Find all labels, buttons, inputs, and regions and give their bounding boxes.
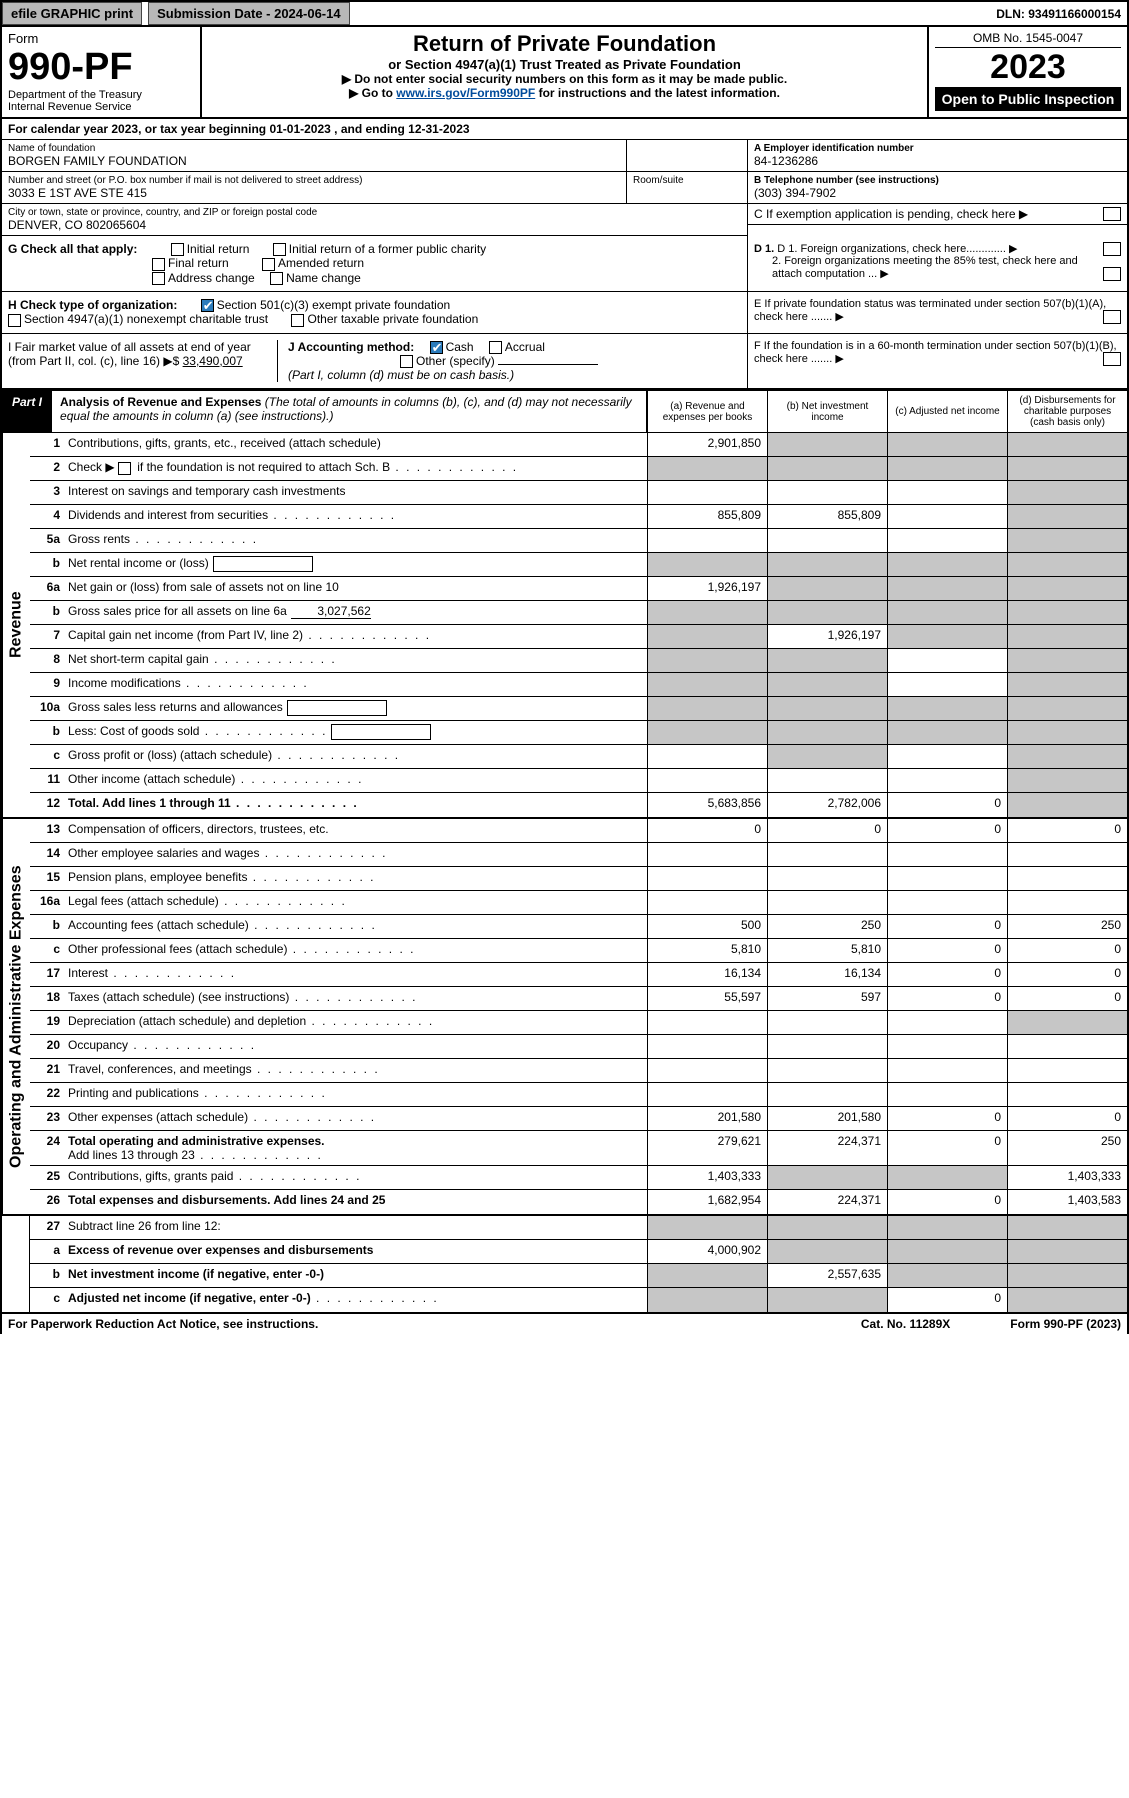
phone-value: (303) 394-7902: [754, 186, 1121, 200]
address-label: Number and street (or P.O. box number if…: [8, 175, 620, 186]
header-center: Return of Private Foundation or Section …: [202, 27, 927, 117]
sch-b-checkbox[interactable]: [118, 462, 131, 475]
h-opt-501c3: Section 501(c)(3) exempt private foundat…: [217, 298, 450, 312]
h-label: H Check type of organization:: [8, 298, 177, 312]
form-word: Form: [8, 31, 194, 46]
expenses-table: Operating and Administrative Expenses 13…: [0, 819, 1129, 1216]
tax-year: 2023: [935, 48, 1121, 87]
footer-mid: Cat. No. 11289X: [861, 1317, 950, 1331]
col-c-header: (c) Adjusted net income: [887, 391, 1007, 432]
footer-right: Form 990-PF (2023): [1010, 1317, 1121, 1331]
address-value: 3033 E 1ST AVE STE 415: [8, 186, 620, 200]
city-value: DENVER, CO 802065604: [8, 218, 741, 232]
g-initial-checkbox[interactable]: [171, 243, 184, 256]
j-opt-other: Other (specify): [416, 354, 495, 368]
d1-checkbox[interactable]: [1103, 242, 1121, 256]
g-opt-amended: Amended return: [278, 256, 364, 270]
line27-table: 27Subtract line 26 from line 12: aExcess…: [0, 1216, 1129, 1314]
open-to-public: Open to Public Inspection: [935, 87, 1121, 111]
d2-label: 2. Foreign organizations meeting the 85%…: [754, 255, 1121, 280]
e-checkbox[interactable]: [1103, 310, 1121, 324]
ein-value: 84-1236286: [754, 154, 1121, 168]
submission-date-button[interactable]: Submission Date - 2024-06-14: [148, 2, 350, 25]
exemption-pending-label: C If exemption application is pending, c…: [754, 207, 1016, 221]
d2-checkbox[interactable]: [1103, 267, 1121, 281]
j-opt-cash: Cash: [446, 340, 474, 354]
g-name-checkbox[interactable]: [270, 272, 283, 285]
revenue-table: Revenue 1Contributions, gifts, grants, e…: [0, 433, 1129, 819]
g-opt-name: Name change: [286, 271, 361, 285]
info-grid: Name of foundation BORGEN FAMILY FOUNDAT…: [0, 140, 1129, 236]
cogs-box: [331, 724, 431, 740]
form-header: Form 990-PF Department of the Treasury I…: [0, 27, 1129, 119]
foundation-name: BORGEN FAMILY FOUNDATION: [8, 154, 620, 168]
form-number: 990-PF: [8, 46, 194, 89]
footer-left: For Paperwork Reduction Act Notice, see …: [8, 1317, 318, 1331]
j-note: (Part I, column (d) must be on cash basi…: [288, 368, 514, 382]
c-checkbox[interactable]: [1103, 207, 1121, 221]
col-d-header: (d) Disbursements for charitable purpose…: [1007, 391, 1127, 432]
arrow-line-1: ▶ Do not enter social security numbers o…: [208, 72, 921, 86]
dln-label: DLN: 93491166000154: [996, 7, 1127, 21]
calendar-year-line: For calendar year 2023, or tax year begi…: [0, 119, 1129, 140]
h-other-checkbox[interactable]: [291, 314, 304, 327]
top-bar: efile GRAPHIC print Submission Date - 20…: [0, 0, 1129, 27]
j-other-checkbox[interactable]: [400, 355, 413, 368]
f-label: F If the foundation is in a 60-month ter…: [754, 340, 1117, 365]
ein-label: A Employer identification number: [754, 143, 1121, 154]
h-row: H Check type of organization: Section 50…: [0, 292, 1129, 334]
page-footer: For Paperwork Reduction Act Notice, see …: [0, 1314, 1129, 1334]
h-501c3-checkbox[interactable]: [201, 299, 214, 312]
h-4947-checkbox[interactable]: [8, 314, 21, 327]
d1-label: D 1. D 1. Foreign organizations, check h…: [754, 242, 1121, 255]
phone-label: B Telephone number (see instructions): [754, 175, 1121, 186]
g-opt-final: Final return: [168, 256, 229, 270]
part1-tab: Part I: [2, 391, 52, 432]
j-label: J Accounting method:: [288, 340, 414, 354]
i-value: 33,490,007: [183, 354, 243, 368]
ij-row: I Fair market value of all assets at end…: [0, 334, 1129, 391]
j-accrual-checkbox[interactable]: [489, 341, 502, 354]
g-address-checkbox[interactable]: [152, 272, 165, 285]
g-amended-checkbox[interactable]: [262, 258, 275, 271]
j-cash-checkbox[interactable]: [430, 341, 443, 354]
expenses-side-label: Operating and Administrative Expenses: [2, 819, 30, 1214]
part1-desc: Analysis of Revenue and Expenses (The to…: [52, 391, 646, 432]
j-opt-accrual: Accrual: [505, 340, 545, 354]
form-title: Return of Private Foundation: [208, 31, 921, 57]
f-checkbox[interactable]: [1103, 352, 1121, 366]
header-right: OMB No. 1545-0047 2023 Open to Public In…: [927, 27, 1127, 117]
name-label: Name of foundation: [8, 143, 620, 154]
omb-number: OMB No. 1545-0047: [935, 31, 1121, 48]
instructions-link[interactable]: www.irs.gov/Form990PF: [396, 86, 535, 100]
g-opt-initial-former: Initial return of a former public charit…: [289, 242, 486, 256]
part1-header: Part I Analysis of Revenue and Expenses …: [0, 390, 1129, 433]
net-rental-box: [213, 556, 313, 572]
h-opt-other: Other taxable private foundation: [307, 312, 478, 326]
revenue-side-label: Revenue: [2, 433, 30, 817]
arrow-line-2: ▶ Go to www.irs.gov/Form990PF for instru…: [208, 86, 921, 100]
g-row: G Check all that apply: Initial return I…: [0, 236, 1129, 292]
h-opt-4947: Section 4947(a)(1) nonexempt charitable …: [24, 312, 268, 326]
room-label: Room/suite: [633, 175, 741, 186]
efile-button[interactable]: efile GRAPHIC print: [2, 2, 142, 25]
g-initial-former-checkbox[interactable]: [273, 243, 286, 256]
col-a-header: (a) Revenue and expenses per books: [647, 391, 767, 432]
dept-line-2: Internal Revenue Service: [8, 101, 194, 113]
g-label: G Check all that apply:: [8, 242, 137, 256]
g-opt-initial: Initial return: [187, 242, 250, 256]
city-label: City or town, state or province, country…: [8, 207, 741, 218]
column-headers: (a) Revenue and expenses per books (b) N…: [646, 391, 1127, 432]
arrow-icon: ▶: [1019, 207, 1028, 221]
g-final-checkbox[interactable]: [152, 258, 165, 271]
g-opt-address: Address change: [168, 271, 255, 285]
header-left: Form 990-PF Department of the Treasury I…: [2, 27, 202, 117]
col-b-header: (b) Net investment income: [767, 391, 887, 432]
gross-sales-box: [287, 700, 387, 716]
form-subtitle: or Section 4947(a)(1) Trust Treated as P…: [208, 57, 921, 72]
dept-line-1: Department of the Treasury: [8, 89, 194, 101]
e-label: E If private foundation status was termi…: [754, 298, 1106, 323]
